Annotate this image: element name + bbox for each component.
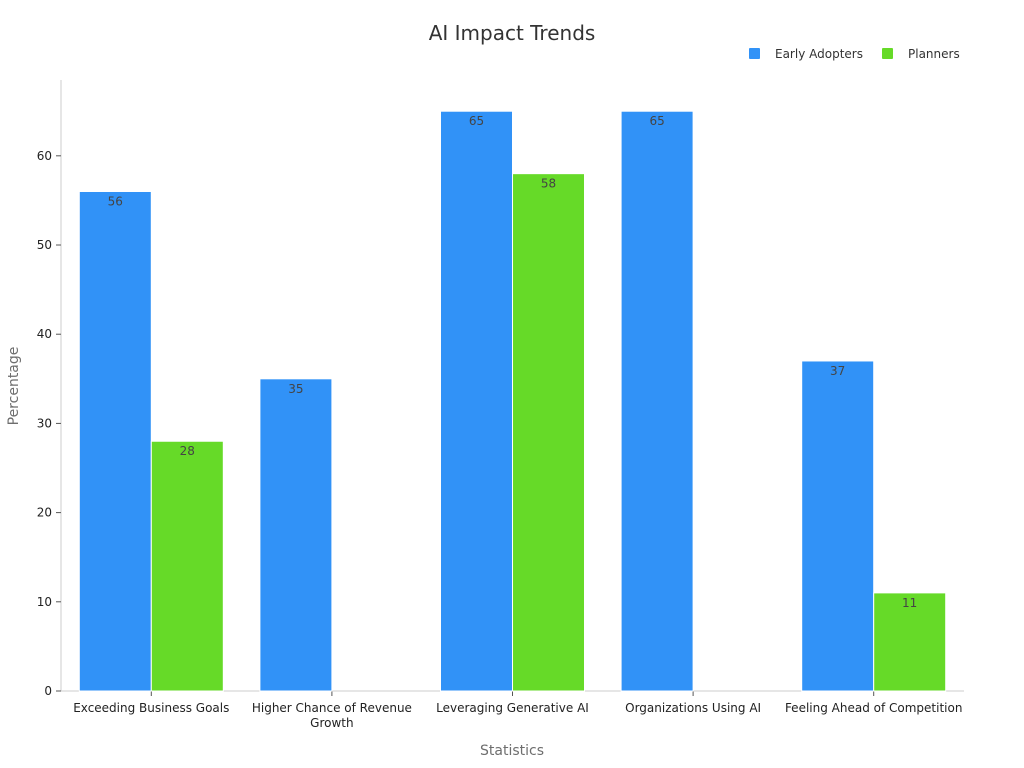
bar — [512, 173, 585, 692]
bar — [620, 110, 694, 692]
y-tick-label: 60 — [37, 149, 52, 163]
x-axis-title: Statistics — [480, 743, 544, 759]
bar — [150, 440, 224, 692]
legend-label: Early Adopters — [775, 47, 863, 61]
bar-value-label: 65 — [469, 114, 484, 128]
bars — [78, 110, 947, 692]
bar — [873, 592, 947, 692]
y-tick-label: 40 — [37, 327, 52, 341]
y-axis-title: Percentage — [6, 347, 22, 426]
bar — [259, 378, 333, 692]
x-tick-label: Organizations Using AI — [625, 701, 761, 715]
x-tick-label: Leveraging Generative AI — [436, 701, 589, 715]
legend: Early Adopters Planners — [749, 47, 960, 61]
axes: 0 10 20 30 40 50 60 Exceeding Business Goals Hig… — [37, 80, 964, 730]
y-tick-label: 50 — [37, 238, 52, 252]
legend-label: Planners — [908, 47, 960, 61]
bar — [801, 360, 875, 692]
bar-value-label: 28 — [180, 444, 195, 458]
legend-swatch — [882, 48, 893, 59]
bar — [440, 110, 513, 692]
x-tick-label: Feeling Ahead of Competition — [785, 701, 963, 715]
bar-value-label: 56 — [108, 194, 123, 208]
chart-title: AI Impact Trends — [429, 21, 596, 45]
bar-value-label: 65 — [649, 114, 664, 128]
legend-swatch — [749, 48, 760, 59]
bar-value-label: 37 — [830, 364, 845, 378]
y-tick-label: 10 — [37, 595, 52, 609]
bar-value-label: 35 — [288, 382, 303, 396]
bar — [78, 190, 152, 692]
y-tick-label: 30 — [37, 416, 52, 430]
bar-value-label: 58 — [541, 177, 556, 191]
data-labels: 56 35 65 65 37 28 58 11 — [108, 114, 918, 610]
bar-value-label: 11 — [902, 596, 917, 610]
y-tick-label: 20 — [37, 506, 52, 520]
y-tick-label: 0 — [44, 684, 52, 698]
x-tick-label: Higher Chance of Revenue Growth — [252, 701, 412, 730]
x-tick-label: Exceeding Business Goals — [73, 701, 229, 715]
